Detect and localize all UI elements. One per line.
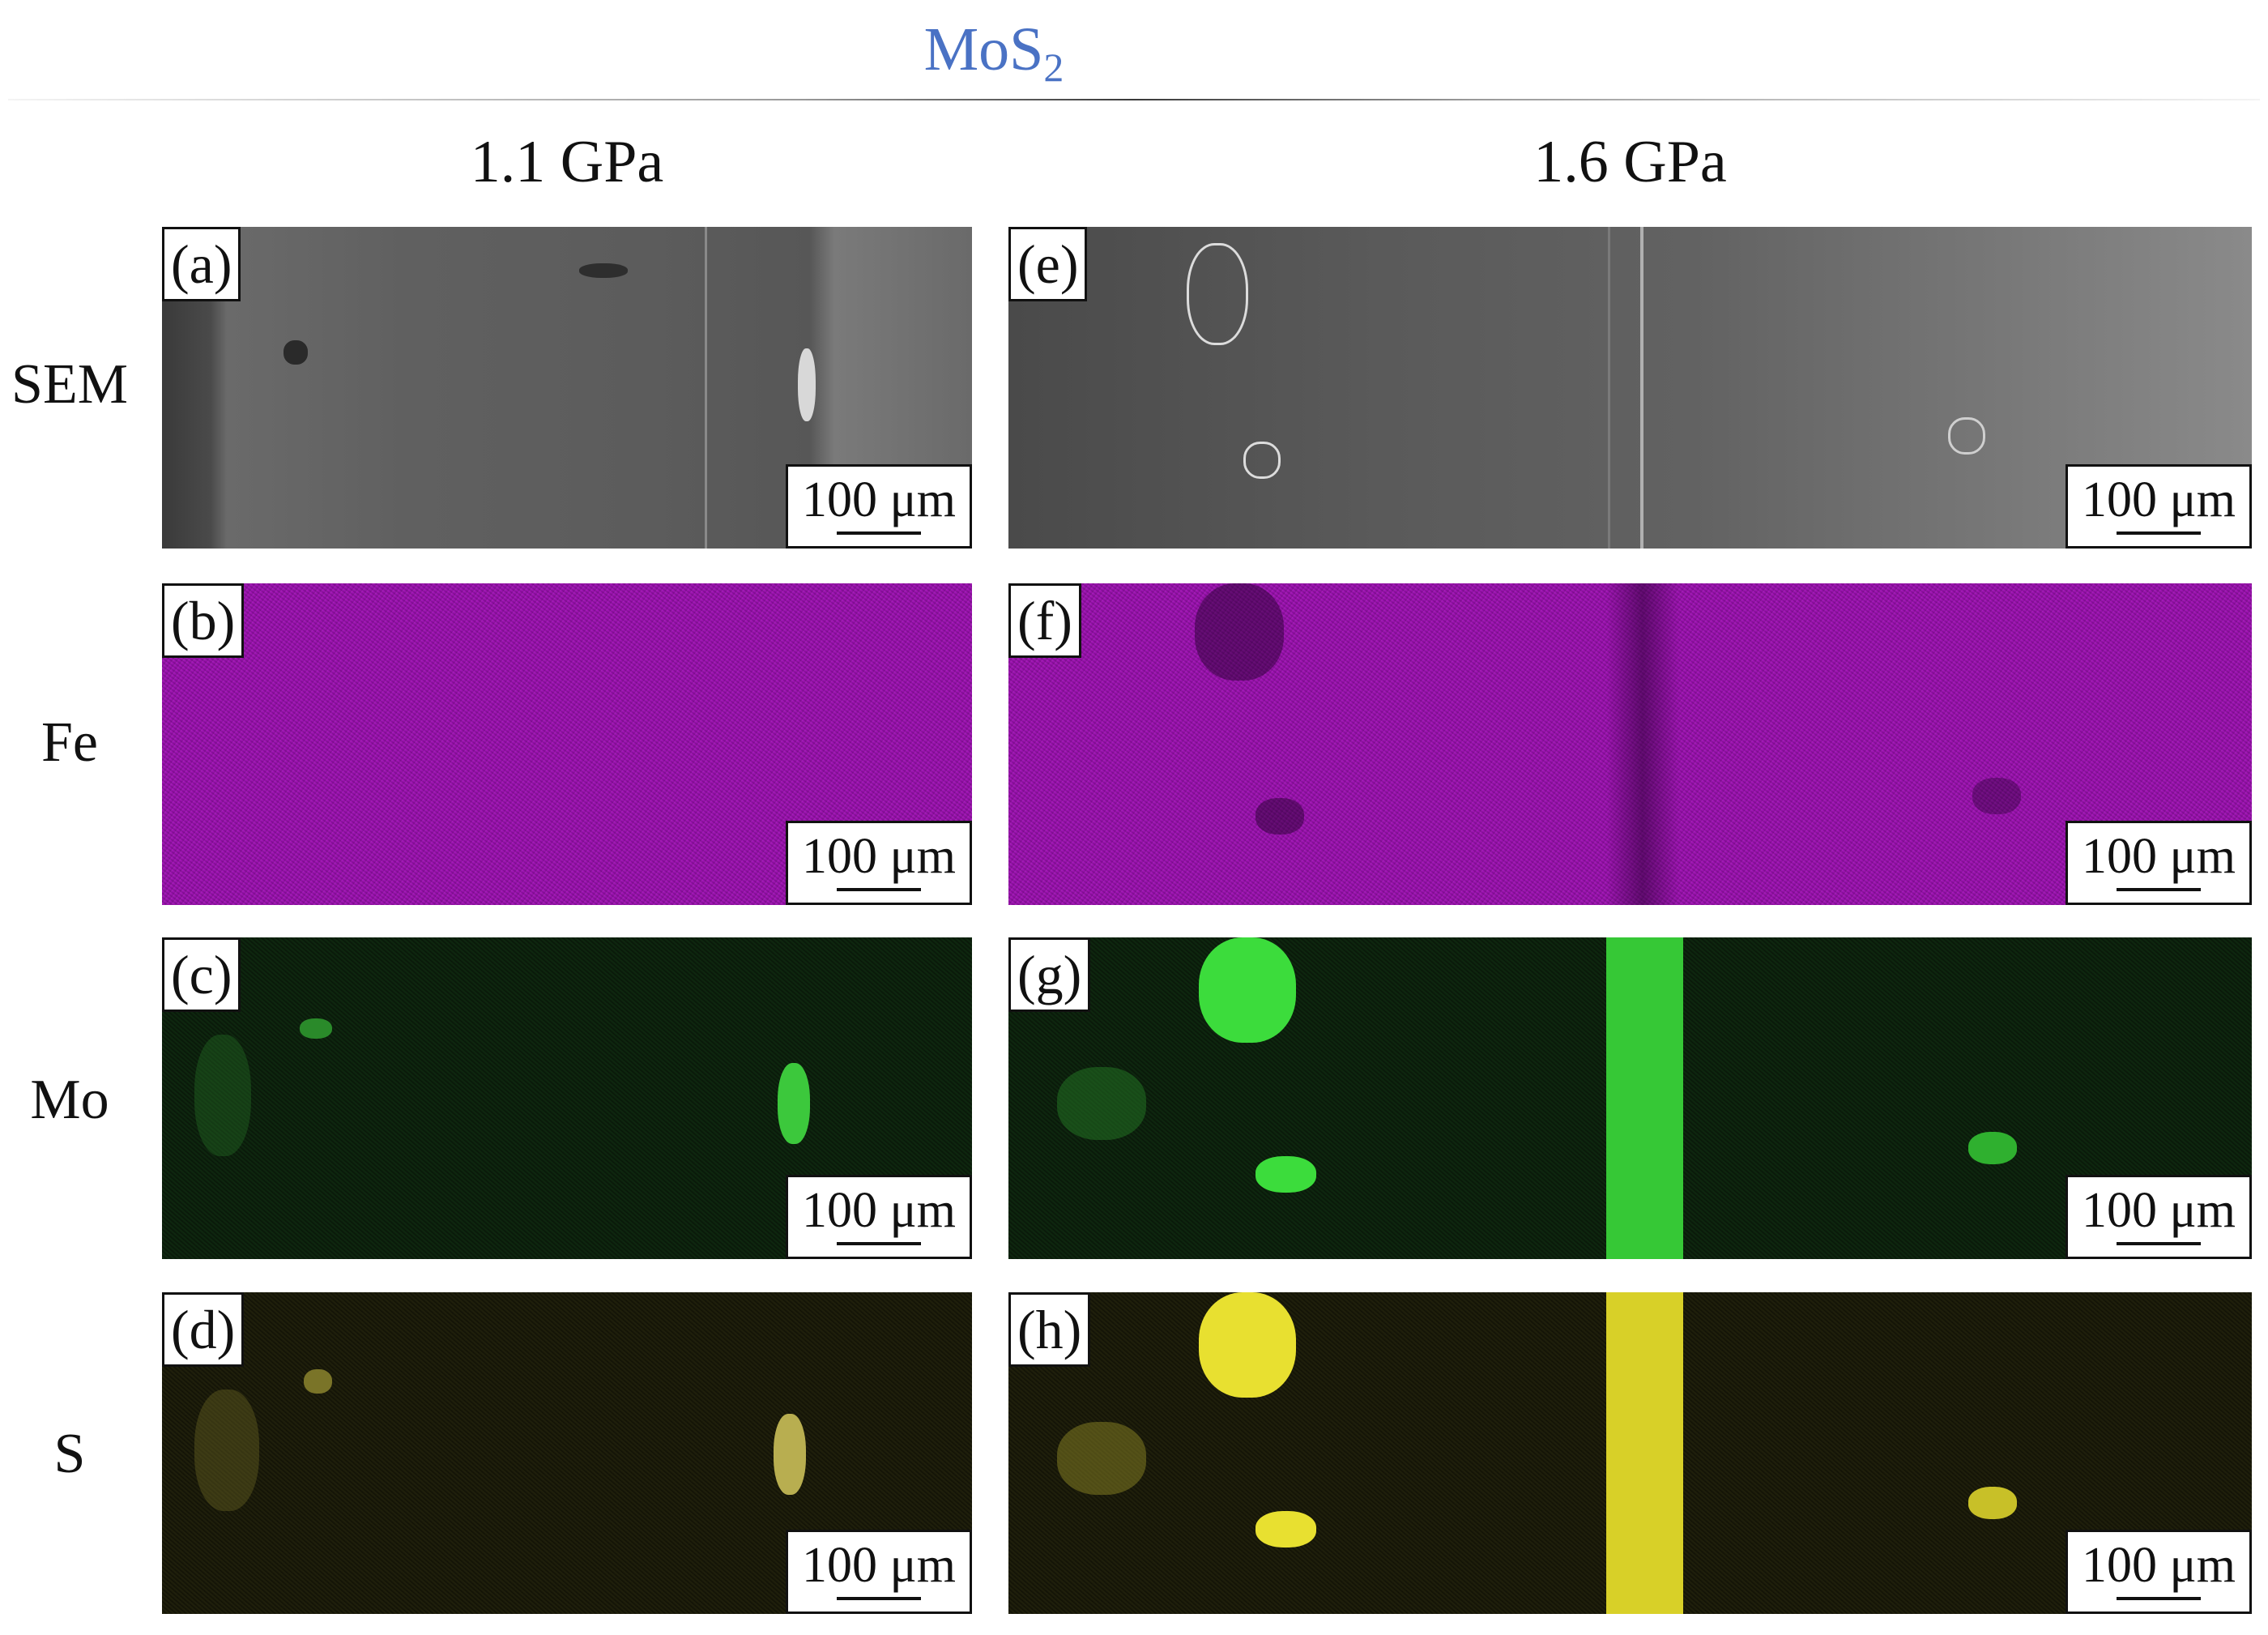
title-main: MoS bbox=[923, 15, 1044, 83]
panel-label-h: (h) bbox=[1008, 1292, 1091, 1367]
figure-title: MoS2 bbox=[0, 5, 1988, 112]
panel-label-g: (g) bbox=[1008, 937, 1091, 1012]
panel-f-fe-map: (f) 100 μm bbox=[1008, 583, 2252, 905]
scale-bar-f: 100 μm bbox=[2066, 821, 2252, 905]
scale-bar-d: 100 μm bbox=[786, 1530, 972, 1614]
row-label-fe: Fe bbox=[41, 711, 98, 774]
panel-a-sem-image: (a) 100 μm bbox=[162, 227, 972, 549]
scale-bar-g: 100 μm bbox=[2066, 1175, 2252, 1259]
panel-label-e: (e) bbox=[1008, 227, 1088, 301]
row-label-sem: SEM bbox=[11, 353, 128, 416]
panel-d-s-map: (d) 100 μm bbox=[162, 1292, 972, 1614]
title-subscript: 2 bbox=[1043, 45, 1064, 90]
row-label-s: S bbox=[53, 1423, 86, 1485]
scale-bar-c: 100 μm bbox=[786, 1175, 972, 1259]
panel-label-a: (a) bbox=[162, 227, 241, 301]
panel-label-d: (d) bbox=[162, 1292, 245, 1367]
panel-c-mo-map: (c) 100 μm bbox=[162, 937, 972, 1259]
row-label-mo: Mo bbox=[30, 1069, 109, 1131]
panel-h-s-map: (h) 100 μm bbox=[1008, 1292, 2252, 1614]
panel-label-c: (c) bbox=[162, 937, 241, 1012]
panel-label-b: (b) bbox=[162, 583, 245, 658]
column-header-1-6-gpa: 1.6 GPa bbox=[1533, 129, 1727, 195]
scale-bar-e: 100 μm bbox=[2066, 464, 2252, 549]
scale-bar-b: 100 μm bbox=[786, 821, 972, 905]
panel-e-sem-image: (e) 100 μm bbox=[1008, 227, 2252, 549]
panel-g-mo-map: (g) 100 μm bbox=[1008, 937, 2252, 1259]
panel-label-f: (f) bbox=[1008, 583, 1081, 658]
title-rule bbox=[8, 99, 2260, 100]
column-header-1-1-gpa: 1.1 GPa bbox=[470, 129, 664, 195]
panel-b-fe-map: (b) 100 μm bbox=[162, 583, 972, 905]
scale-bar-h: 100 μm bbox=[2066, 1530, 2252, 1614]
scale-bar-a: 100 μm bbox=[786, 464, 972, 549]
